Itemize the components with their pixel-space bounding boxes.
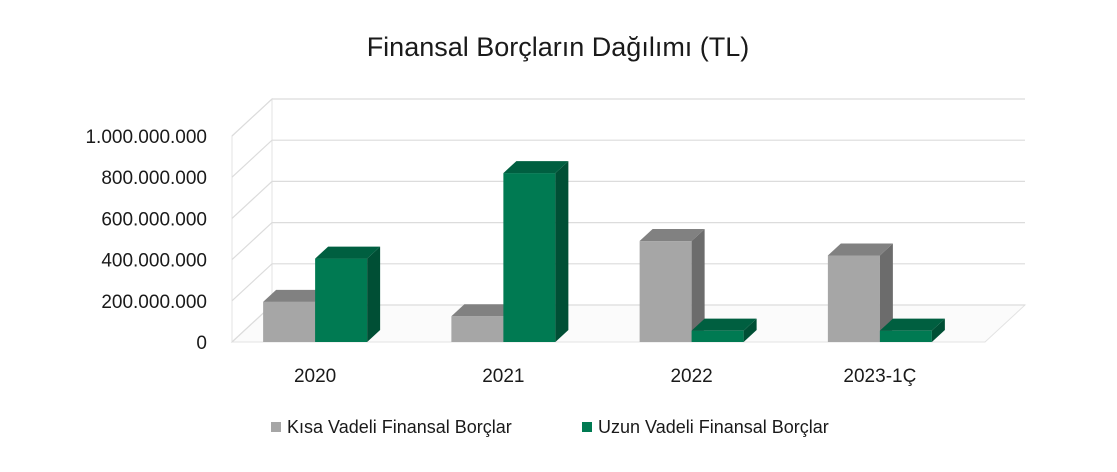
bar-top [879,318,945,331]
bar-front [639,241,692,342]
bar-kisa-2 [639,229,705,342]
y-axis: 0 200.000.000 400.000.000 600.000.000 800.00… [85,127,207,354]
bar-front [691,330,744,342]
x-tick-label: 2020 [294,366,336,387]
bar-top [639,229,705,242]
bar-top [827,243,893,256]
bar-side [555,161,569,342]
bar-side [691,229,705,342]
bar-top [691,318,757,331]
bar-top [263,289,329,302]
y-tick-label: 800.000.000 [101,168,207,189]
bar-top [503,161,569,174]
bar-front [451,316,504,342]
legend-item-kisa: Kısa Vadeli Finansal Borçlar [271,417,512,437]
gridline [231,180,1025,219]
legend-swatch [582,422,592,432]
bar-top [451,304,517,317]
gridline [231,98,1025,137]
bar-side [931,318,945,342]
bar-front [827,255,880,342]
y-tick-label: 600.000.000 [101,209,207,230]
y-tick-label: 400.000.000 [101,251,207,272]
gridline [231,222,1025,261]
legend: Kısa Vadeli Finansal Borçlar Uzun Vadeli … [271,417,829,437]
bar-front [315,258,368,342]
bar-uzun-2 [691,318,757,342]
bar-front [263,301,316,342]
bar-front [503,173,556,342]
legend-item-uzun: Uzun Vadeli Finansal Borçlar [582,417,829,437]
y-tick-label: 1.000.000.000 [85,127,207,148]
legend-label: Kısa Vadeli Finansal Borçlar [287,417,512,437]
chart-title: Finansal Borçların Dağılımı (TL) [367,32,750,62]
bar-uzun-0 [315,246,381,342]
y-tick-label: 200.000.000 [101,292,207,313]
bar-uzun-1 [503,161,569,342]
legend-swatch [271,422,281,432]
x-axis: 2020 2021 2022 2023-1Ç [294,366,916,387]
gridline [231,139,1025,178]
bar-top [315,246,381,259]
bar-side [743,318,757,342]
bar-kisa-3 [827,243,893,342]
y-tick-label: 0 [196,333,207,354]
legend-label: Uzun Vadeli Finansal Borçlar [598,417,829,437]
bar-side [367,246,381,342]
x-tick-label: 2021 [482,366,524,387]
bars [263,161,945,342]
x-tick-label: 2023-1Ç [843,366,916,387]
bar-side [879,243,893,342]
bar-front [879,330,932,342]
x-tick-label: 2022 [670,366,712,387]
bar-uzun-3 [879,318,945,342]
gridline [231,263,1025,302]
